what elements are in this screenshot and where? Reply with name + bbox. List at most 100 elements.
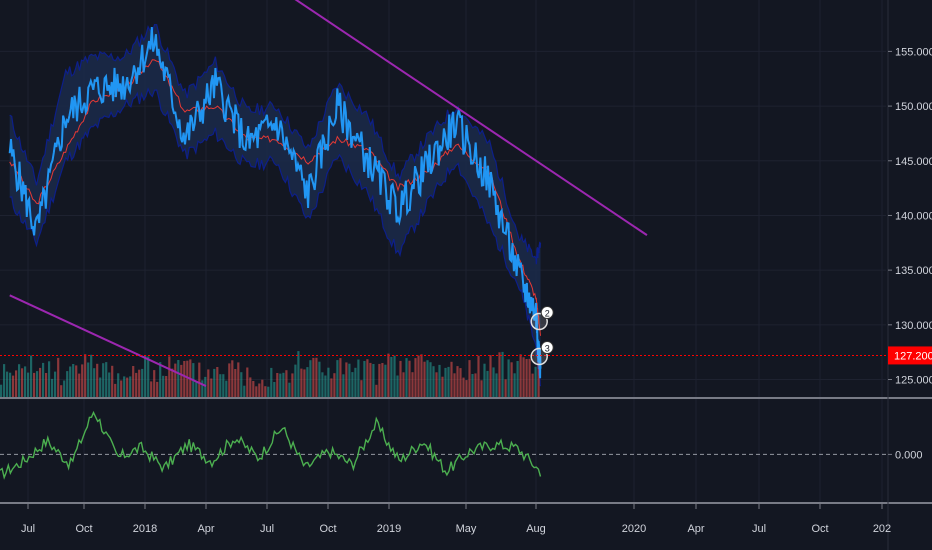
volume-bar — [399, 360, 402, 397]
volume-bar — [309, 360, 312, 397]
volume-bar — [255, 386, 258, 397]
volume-bar — [15, 370, 18, 397]
volume-bar — [273, 382, 276, 397]
volume-bar — [225, 380, 228, 397]
volume-bar — [390, 357, 393, 397]
volume-bar — [141, 368, 144, 397]
volume-bar — [63, 380, 66, 397]
trendline-1[interactable] — [267, 0, 648, 236]
volume-bar — [195, 382, 198, 397]
time-axis-label: Jul — [260, 523, 274, 535]
volume-bar — [396, 375, 399, 397]
volume-bar — [351, 372, 354, 397]
volume-bar — [492, 367, 495, 397]
volume-bar — [471, 374, 474, 397]
volume-bar — [219, 374, 222, 397]
volume-bar — [525, 359, 528, 397]
volume-bar — [531, 373, 534, 397]
time-axis-label: Apr — [197, 523, 214, 535]
event-count-text: 3 — [545, 344, 550, 354]
volume-bar — [0, 384, 3, 397]
volume-bar — [207, 369, 210, 397]
volume-bar — [33, 372, 36, 397]
time-axis-label: 2020 — [622, 523, 646, 535]
volume-bar — [174, 363, 177, 397]
volume-bar — [39, 367, 42, 397]
volume-bar — [3, 364, 6, 397]
volume-bar — [237, 362, 240, 397]
volume-bar — [27, 372, 30, 397]
time-axis-label: Oct — [319, 523, 336, 535]
volume-bar — [6, 371, 9, 397]
volume-bar — [138, 369, 141, 397]
volume-bar — [72, 364, 75, 397]
volume-bar — [450, 361, 453, 397]
volume-bar — [9, 372, 12, 397]
volume-bar — [534, 366, 537, 397]
volume-bar — [57, 357, 60, 397]
time-axis-label: 202 — [873, 523, 891, 535]
volume-bar — [315, 357, 318, 397]
volume-bar — [477, 355, 480, 397]
volume-bar — [66, 371, 69, 397]
volume-bar — [336, 360, 339, 397]
volume-bar — [234, 369, 237, 397]
price-tick-label: 145.000 — [895, 156, 932, 168]
volume-bar — [465, 380, 468, 397]
volume-bar — [489, 355, 492, 397]
volume-bar — [339, 358, 342, 397]
volume-bar — [42, 362, 45, 397]
volume-bar — [498, 352, 501, 397]
volume-bar — [507, 359, 510, 397]
volume-bar — [330, 378, 333, 397]
volume-bar — [420, 354, 423, 397]
volume-bar — [444, 367, 447, 397]
volume-bar — [132, 366, 135, 397]
volume-bar — [480, 380, 483, 397]
volume-bar — [96, 363, 99, 397]
band-upper-line — [9, 23, 542, 265]
volume-bar — [348, 363, 351, 397]
volume-bar — [270, 367, 273, 397]
volume-bar — [18, 364, 21, 397]
time-axis-label: May — [456, 523, 477, 535]
volume-bar — [408, 360, 411, 397]
volume-bar — [45, 373, 48, 397]
time-axis-label: Jul — [21, 523, 35, 535]
volume-bar — [282, 372, 285, 397]
volume-bar — [201, 380, 204, 397]
volume-bar — [441, 376, 444, 397]
volume-bar — [90, 354, 93, 397]
volume-bar — [279, 373, 282, 397]
trendline-2[interactable] — [9, 294, 207, 387]
volume-bar — [504, 379, 507, 397]
volume-bar — [177, 360, 180, 397]
volume-bar — [486, 370, 489, 397]
volume-bar — [153, 370, 156, 397]
volume-bar — [36, 371, 39, 397]
volume-bar — [435, 372, 438, 397]
volume-bar — [246, 367, 249, 397]
current-price-tag — [888, 346, 932, 365]
volume-bar — [366, 359, 369, 397]
volume-bar — [93, 368, 96, 397]
volume-bar — [528, 358, 531, 397]
price-tick-label: 135.000 — [895, 265, 932, 277]
volume-bar — [21, 368, 24, 397]
volume-bar — [321, 372, 324, 397]
volume-bar — [261, 379, 264, 397]
volume-bar — [117, 373, 120, 397]
volume-bar — [519, 354, 522, 397]
time-axis-label: Apr — [687, 523, 704, 535]
price-tick-label: 140.000 — [895, 210, 932, 222]
volume-bar — [423, 361, 426, 397]
volume-bar — [123, 376, 126, 397]
volume-bar — [165, 376, 168, 397]
volume-bar — [324, 375, 327, 397]
volume-bar — [501, 351, 504, 397]
volume-bar — [288, 382, 291, 397]
price-tick-label: 130.000 — [895, 320, 932, 332]
time-axis-label: 2018 — [133, 523, 157, 535]
